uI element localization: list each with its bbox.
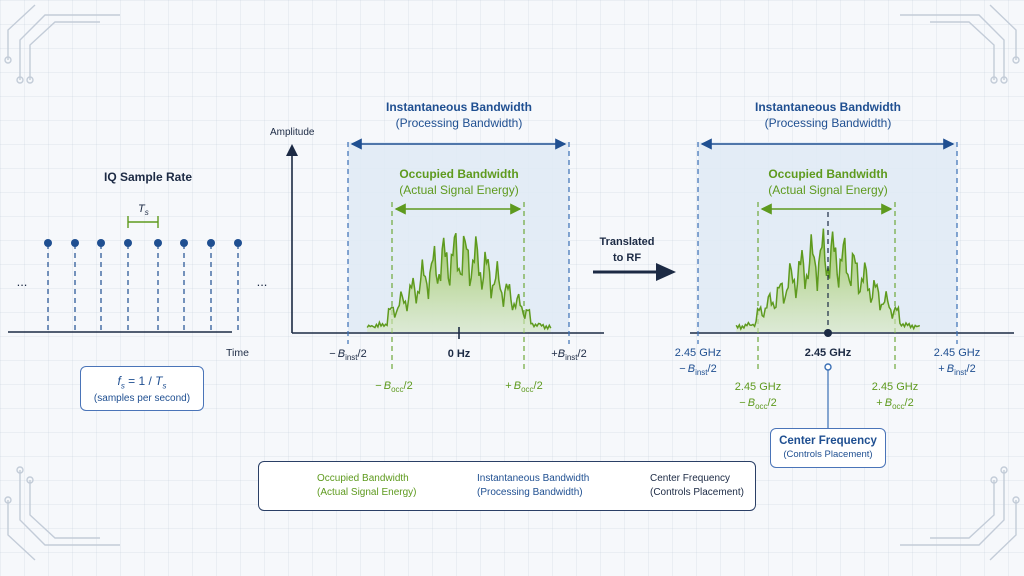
- sample-dot: [97, 239, 105, 247]
- rf-minus-bocc-label: − Bocc/2: [739, 397, 776, 411]
- time-label: Time: [226, 347, 249, 359]
- ellipsis-left: ...: [17, 274, 28, 289]
- rf-inst-title: Instantaneous Bandwidth: [755, 100, 901, 114]
- sample-rate-formula-box: fs = 1 / Ts (samples per second): [80, 366, 204, 411]
- legend-item-instantaneous: Instantaneous Bandwidth (Processing Band…: [477, 473, 590, 498]
- baseband-panel: Amplitude Instantaneous Bandwidth (Proce…: [270, 100, 604, 394]
- baseband-spectrum-fill: [367, 233, 551, 332]
- legend-box: Occupied Bandwidth (Actual Signal Energy…: [258, 461, 756, 511]
- amplitude-axis-arrow: [286, 144, 298, 156]
- plus-binst-label: +Binst/2: [551, 348, 586, 362]
- baseband-occ-title: Occupied Bandwidth: [399, 167, 518, 181]
- translate-line2: to RF: [613, 252, 641, 264]
- rf-plus-binst-label: + Binst/2: [938, 363, 975, 377]
- rf-occ-left-freq: 2.45 GHz: [735, 381, 781, 393]
- translate-arrow-head: [656, 263, 676, 281]
- baseband-inst-subtitle: (Processing Bandwidth): [396, 116, 523, 130]
- minus-binst-label: − Binst/2: [329, 348, 366, 362]
- amplitude-label: Amplitude: [270, 127, 315, 138]
- translate-arrow-group: Translated to RF: [593, 236, 676, 281]
- rf-occ-subtitle: (Actual Signal Energy): [768, 183, 887, 197]
- baseband-occ-subtitle: (Actual Signal Energy): [399, 183, 518, 197]
- sample-dot: [154, 239, 162, 247]
- sample-dot: [44, 239, 52, 247]
- circuit-decoration: [4, 4, 1020, 561]
- legend-item-occupied: Occupied Bandwidth (Actual Signal Energy…: [317, 473, 417, 498]
- sample-rate-caption: (samples per second): [93, 393, 191, 405]
- rf-occ-title: Occupied Bandwidth: [768, 167, 887, 181]
- rf-center-dot: [824, 329, 832, 337]
- ellipsis-right: ...: [257, 274, 268, 289]
- rf-plus-bocc-label: + Bocc/2: [876, 397, 913, 411]
- sample-rate-title: IQ Sample Rate: [104, 170, 192, 184]
- cf-box-title: Center Frequency: [779, 435, 877, 447]
- center-frequency-box: Center Frequency (Controls Placement): [770, 428, 886, 468]
- sample-markers: [44, 239, 242, 332]
- rf-inst-right-freq: 2.45 GHz: [934, 347, 980, 359]
- baseband-inst-title: Instantaneous Bandwidth: [386, 100, 532, 114]
- sample-dot: [180, 239, 188, 247]
- rf-center-freq-label: 2.45 GHz: [805, 347, 852, 359]
- zero-hz-label: 0 Hz: [448, 348, 471, 360]
- sample-dot: [207, 239, 215, 247]
- baseband-spectrum-line: [366, 232, 552, 331]
- sample-dot: [234, 239, 242, 247]
- sample-dot: [124, 239, 132, 247]
- rf-spectrum-fill: [736, 228, 920, 332]
- sample-dot: [71, 239, 79, 247]
- sample-rate-formula: fs = 1 / Ts: [117, 374, 167, 391]
- cf-pointer-dot: [824, 363, 832, 371]
- rf-panel: Instantaneous Bandwidth (Processing Band…: [675, 100, 1014, 428]
- cf-box-subtitle: (Controls Placement): [783, 449, 873, 460]
- plus-bocc-label: + Bocc/2: [505, 380, 542, 394]
- minus-bocc-label: − Bocc/2: [375, 380, 412, 394]
- period-label: Ts: [138, 203, 149, 217]
- legend-item-center: Center Frequency (Controls Placement): [650, 473, 744, 498]
- rf-minus-binst-label: − Binst/2: [679, 363, 716, 377]
- translate-line1: Translated: [599, 236, 654, 248]
- rf-inst-left-freq: 2.45 GHz: [675, 347, 721, 359]
- rf-occ-right-freq: 2.45 GHz: [872, 381, 918, 393]
- rf-inst-subtitle: (Processing Bandwidth): [765, 116, 892, 130]
- sample-rate-panel: IQ Sample Rate Time ... ... Ts: [8, 170, 267, 359]
